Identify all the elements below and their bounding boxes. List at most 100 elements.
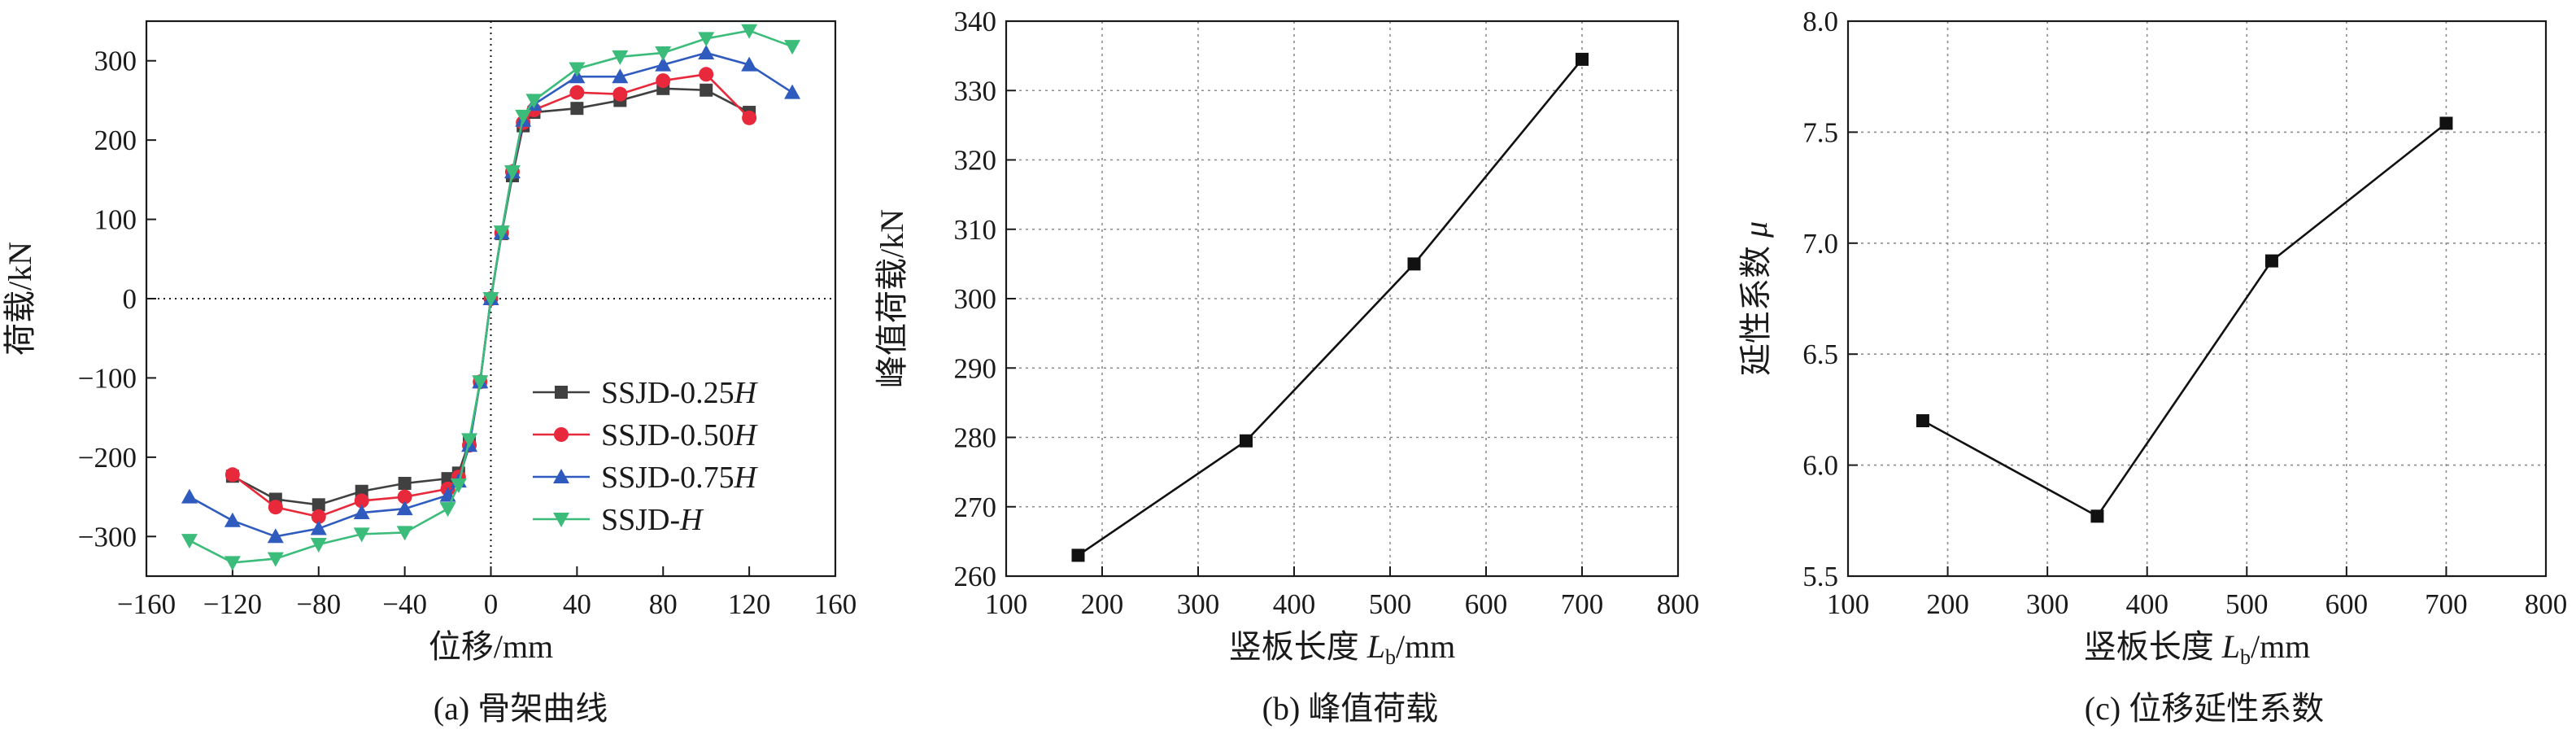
y-tick-label: −300 [78, 521, 137, 553]
legend-entry: SSJD-0.25H [601, 376, 759, 410]
data-point [784, 40, 801, 55]
y-tick-label: 8.0 [1802, 6, 1838, 37]
data-point [570, 102, 584, 116]
y-axis-label: 延性系数 μ [1737, 221, 1774, 376]
x-tick-label: 40 [563, 588, 591, 620]
chart-peak-load: 100 200 300 400 500 600 700 800 260 270 280 290 300 3… [874, 6, 1699, 727]
x-tick-label: 700 [1561, 588, 1604, 620]
y-tick-label: 340 [954, 6, 997, 37]
data-point [354, 493, 369, 509]
x-tick-label: 600 [2325, 588, 2369, 620]
data-point [699, 67, 714, 82]
data-point [224, 512, 241, 527]
x-tick-label: 800 [2525, 588, 2568, 620]
y-axis-label: 峰值荷载/kN [874, 209, 910, 388]
y-tick-label: 310 [954, 214, 997, 246]
data-point [515, 109, 532, 125]
y-tick-label: 5.5 [1802, 561, 1838, 592]
x-tick-label: −40 [382, 588, 427, 620]
x-tick-label: 120 [728, 588, 771, 620]
x-tick-label: −80 [296, 588, 341, 620]
data-point [655, 56, 672, 72]
chart-caption: (c) 位移延性系数 [2085, 690, 2324, 727]
data-point [1240, 434, 1253, 448]
data-point [1576, 52, 1589, 66]
x-tick-label: 160 [814, 588, 857, 620]
data-point [397, 489, 412, 505]
legend-entry: SSJD-H [601, 503, 704, 537]
chart-skeleton-curve: −160 −120 −80 −40 0 40 80 120 160 −300 −200 −100 0 10… [2, 20, 857, 727]
legend-marker [554, 427, 569, 442]
x-tick-label: 300 [2026, 588, 2069, 620]
data-point [398, 477, 412, 491]
data-point [353, 527, 370, 543]
data-point [1071, 548, 1085, 562]
x-tick-label: 100 [1827, 588, 1870, 620]
data-point [698, 44, 715, 59]
data-point [655, 46, 672, 61]
y-tick-label: −200 [78, 442, 137, 474]
data-point [224, 467, 240, 483]
data-point [493, 225, 510, 241]
data-point [741, 24, 758, 39]
data-point [503, 165, 521, 181]
x-tick-label: 700 [2425, 588, 2468, 620]
y-tick-label: 280 [954, 422, 997, 454]
legend-marker [553, 513, 569, 527]
data-point [461, 433, 478, 448]
series-line-0 [1077, 59, 1584, 557]
x-tick-label: −160 [117, 588, 176, 620]
data-point [1916, 414, 1929, 428]
legend-marker [553, 469, 569, 483]
data-point [450, 478, 467, 493]
chart-caption: (b) 峰值荷载 [1262, 690, 1439, 727]
legend-marker [555, 386, 568, 399]
data-point [612, 68, 629, 84]
y-axis-label: 荷载/kN [2, 242, 38, 356]
y-tick-label: 6.5 [1802, 339, 1838, 370]
x-tick-label: 400 [2125, 588, 2168, 620]
x-tick-label: 80 [649, 588, 678, 620]
data-point [441, 472, 455, 486]
data-point [310, 538, 327, 553]
data-point [525, 94, 543, 109]
x-axis-label: 竖板长度 Lb/mm [2084, 628, 2311, 669]
x-tick-label: 500 [2225, 588, 2269, 620]
legend-entry: SSJD-0.75H [601, 461, 759, 495]
series-line-0 [1922, 122, 2447, 518]
x-tick-label: 200 [1081, 588, 1124, 620]
data-point [656, 73, 671, 89]
data-point [784, 84, 801, 99]
y-tick-label: 300 [94, 46, 137, 77]
y-tick-label: 7.0 [1802, 228, 1838, 260]
y-tick-label: 7.5 [1802, 116, 1838, 148]
data-point [1407, 257, 1421, 271]
data-point [569, 62, 586, 77]
data-point [2439, 116, 2453, 130]
plot-frame [1846, 20, 2548, 578]
x-tick-label: 200 [1926, 588, 1969, 620]
x-tick-label: −120 [203, 588, 262, 620]
data-point [439, 502, 456, 518]
x-tick-label: 0 [484, 588, 499, 620]
x-tick-label: 300 [1177, 588, 1220, 620]
legend-entry: SSJD-0.50H [601, 418, 759, 452]
y-tick-label: 330 [954, 75, 997, 107]
y-tick-label: 320 [954, 145, 997, 177]
y-tick-label: −100 [78, 362, 137, 394]
plot-frame [1005, 20, 1680, 578]
data-point [312, 498, 325, 512]
data-point [2090, 509, 2104, 523]
data-point [698, 32, 715, 47]
data-point [268, 500, 283, 515]
data-point [612, 50, 629, 65]
x-tick-label: 100 [985, 588, 1028, 620]
data-point [181, 534, 198, 549]
x-tick-label: 500 [1369, 588, 1412, 620]
y-tick-label: 270 [954, 492, 997, 523]
data-point [482, 292, 499, 307]
x-tick-label: 600 [1465, 588, 1508, 620]
data-point [224, 556, 241, 571]
data-point [742, 110, 757, 125]
